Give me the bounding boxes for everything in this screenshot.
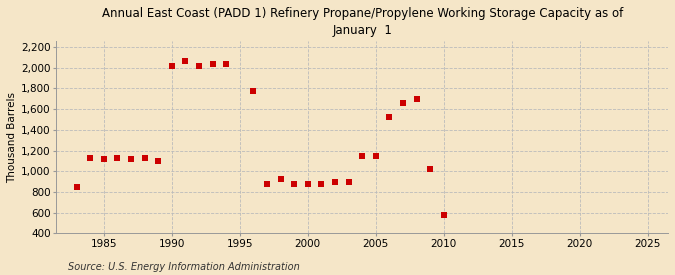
Point	[72, 185, 82, 189]
Point	[316, 182, 327, 186]
Point	[99, 156, 109, 161]
Point	[248, 88, 259, 93]
Point	[289, 182, 300, 186]
Point	[438, 212, 449, 217]
Point	[262, 182, 273, 186]
Point	[112, 156, 123, 160]
Point	[194, 64, 205, 68]
Point	[425, 167, 435, 171]
Point	[139, 156, 150, 160]
Point	[85, 156, 96, 160]
Point	[411, 97, 422, 101]
Point	[126, 156, 136, 161]
Point	[371, 153, 381, 158]
Point	[343, 179, 354, 184]
Point	[329, 179, 340, 184]
Point	[357, 153, 368, 158]
Point	[153, 159, 163, 163]
Point	[167, 64, 178, 68]
Point	[207, 61, 218, 66]
Point	[384, 115, 395, 120]
Text: Source: U.S. Energy Information Administration: Source: U.S. Energy Information Administ…	[68, 262, 299, 272]
Point	[180, 58, 191, 63]
Point	[398, 101, 408, 105]
Point	[275, 177, 286, 182]
Point	[221, 61, 232, 66]
Title: Annual East Coast (PADD 1) Refinery Propane/Propylene Working Storage Capacity a: Annual East Coast (PADD 1) Refinery Prop…	[101, 7, 623, 37]
Point	[302, 182, 313, 186]
Y-axis label: Thousand Barrels: Thousand Barrels	[7, 92, 17, 183]
